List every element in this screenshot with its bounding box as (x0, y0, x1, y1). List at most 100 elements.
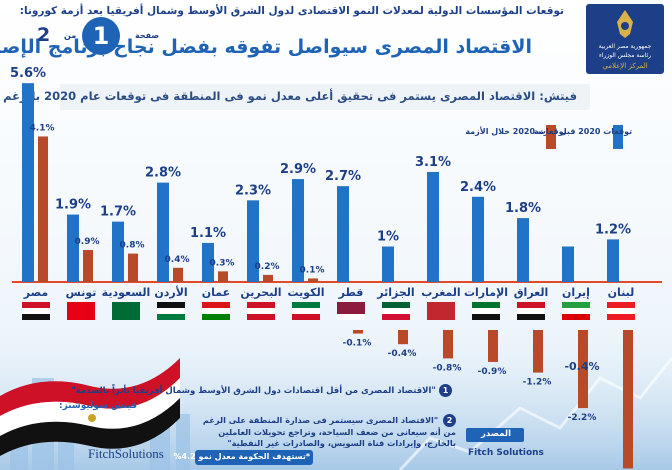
flag-stripe-c-13 (607, 314, 635, 320)
value-label-during-4: 0.3% (210, 258, 235, 268)
value-label-pre-5: 2.3% (235, 183, 271, 198)
value-label-during-1: 0.9% (75, 237, 100, 247)
country-label-4: عمان (202, 286, 230, 299)
flag-stripe-b-1 (67, 308, 95, 314)
flag-stripe-a-6 (292, 302, 320, 308)
flag-stripe-a-3 (157, 302, 185, 308)
bar-during-crisis-1 (83, 250, 93, 282)
note-2-text: "الاقتصاد المصرى سيستمر فى صدارة المنطقة… (202, 415, 456, 448)
source-label: المصدر (481, 429, 511, 439)
flag-stripe-c-10 (472, 314, 500, 320)
flag-stripe-a-5 (247, 302, 275, 308)
bar-during-crisis-7 (353, 330, 363, 334)
bar-pre-crisis-6 (292, 179, 304, 282)
note-2-number: 2 (443, 414, 456, 427)
bar-pre-crisis-9 (427, 171, 439, 282)
country-label-5: البحرين (240, 286, 281, 299)
bar-pre-crisis-7 (337, 186, 349, 282)
target-note-box (195, 450, 313, 465)
country-label-9: المغرب (421, 286, 460, 299)
target-note: *تستهدف الحكومة معدل نمو 4.2% (173, 452, 310, 461)
flag-stripe-b-5 (247, 308, 275, 314)
page-of: من (64, 31, 77, 40)
labels-layer: مصر 5.6% 4.1% تونس 1.9% 0.9% السعودية 1.7% 0.8% ا… (10, 66, 635, 423)
value-label-pre-10: 2.4% (460, 180, 496, 195)
bar-during-crisis-13 (623, 330, 633, 469)
egypt-flag-wave-icon (0, 358, 180, 456)
flag-stripe-c-11 (517, 314, 545, 320)
note-1-row: 1 "الاقتصاد المصرى من أقل اقتصادات دول ا… (71, 384, 452, 397)
flag-stripe-a-12 (562, 302, 590, 308)
flag-stripe-b-6 (292, 308, 320, 314)
flag-stripe-a-13 (607, 302, 635, 308)
page-total: 2 (37, 24, 51, 46)
extra-value-label: -0.4% (564, 360, 599, 373)
skyline-backdrop (0, 338, 672, 470)
flag-stripe-b-10 (472, 308, 500, 314)
infographic-subtitle: توقعات المؤسسات الدولية لمعدلات النمو ال… (19, 5, 564, 17)
flag-stripe-c-12 (562, 314, 590, 320)
flag-stripe-a-4 (202, 302, 230, 308)
note-1-text: "الاقتصاد المصرى من أقل اقتصادات دول الش… (71, 386, 436, 396)
country-label-6: الكويت (288, 286, 325, 299)
flag-stripe-c-3 (157, 314, 185, 320)
bar-pre-crisis-8 (382, 246, 394, 282)
flag-stripe-c-9 (427, 314, 455, 320)
value-label-during-12: -2.2% (568, 413, 597, 423)
value-label-during-2: 0.8% (120, 241, 145, 251)
country-label-2: السعودية (102, 286, 151, 299)
legend-swatch-0 (613, 125, 623, 149)
bar-pre-crisis-1 (67, 214, 79, 282)
flag-stripe-c-2 (112, 314, 140, 320)
flag-stripe-b-9 (427, 308, 455, 314)
flag-stripe-b-11 (517, 308, 545, 314)
note-2-row: 2 "الاقتصاد المصرى سيستمر فى صدارة المنط… (194, 414, 456, 449)
page-word: صفحة (135, 31, 160, 40)
bar-during-crisis-8 (398, 330, 408, 345)
flag-stripe-a-9 (427, 302, 455, 308)
value-label-pre-1: 1.9% (55, 198, 91, 213)
bars-layer (12, 83, 662, 469)
flag-stripe-b-8 (382, 308, 410, 314)
bar-pre-crisis-12 (562, 246, 574, 282)
legend-label-1: توقعات 2020 خلال الأزمة (465, 126, 566, 136)
bar-during-crisis-12 (578, 330, 588, 409)
value-label-pre-6: 2.9% (280, 162, 316, 177)
country-label-13: لبنان (608, 286, 635, 299)
bar-during-crisis-5 (263, 274, 273, 282)
flag-stripe-c-1 (67, 314, 95, 320)
flag-stripe-c-0 (22, 314, 50, 320)
infographic-headline: الاقتصاد المصرى سيواصل تفوقه بفضل نجاح ب… (0, 36, 532, 58)
svg-text:رئاسة مجلس الوزراء: رئاسة مجلس الوزراء (599, 52, 651, 59)
flag-stripe-b-13 (607, 308, 635, 314)
value-label-pre-2: 1.7% (100, 205, 136, 220)
flag-stripe-a-10 (472, 302, 500, 308)
value-label-during-11: -1.2% (523, 378, 552, 388)
flag-stripe-b-4 (202, 308, 230, 314)
flag-stripe-a-11 (517, 302, 545, 308)
bar-during-crisis-2 (128, 253, 138, 282)
fitch-solutions-logo: FitchSolutions (88, 446, 164, 461)
bar-during-crisis-6 (308, 278, 318, 282)
value-label-during-0: 4.1% (30, 123, 55, 133)
bar-pre-crisis-0 (22, 83, 34, 282)
value-label-during-8: -0.4% (388, 349, 417, 359)
value-label-during-10: -0.9% (478, 367, 507, 377)
bar-pre-crisis-5 (247, 200, 259, 282)
value-label-pre-13: 1.2% (595, 222, 631, 237)
svg-text:المركز الإعلامي: المركز الإعلامي (602, 62, 647, 70)
bar-during-crisis-10 (488, 330, 498, 362)
bar-pre-crisis-4 (202, 242, 214, 282)
source-label-box (466, 428, 524, 442)
flag-stripe-a-8 (382, 302, 410, 308)
cabinet-media-center-logo: جمهورية مصر العربية رئاسة مجلس الوزراء ا… (586, 4, 664, 74)
bar-pre-crisis-3 (157, 182, 169, 282)
flag-stripe-a-1 (67, 302, 95, 308)
country-label-1: تونس (66, 286, 97, 299)
svg-text:جمهورية مصر العربية: جمهورية مصر العربية (599, 43, 652, 50)
value-label-during-9: -0.8% (433, 363, 462, 373)
page-current: 1 (82, 17, 120, 55)
value-label-during-6: 0.1% (300, 265, 325, 275)
bar-pre-crisis-2 (112, 221, 124, 282)
